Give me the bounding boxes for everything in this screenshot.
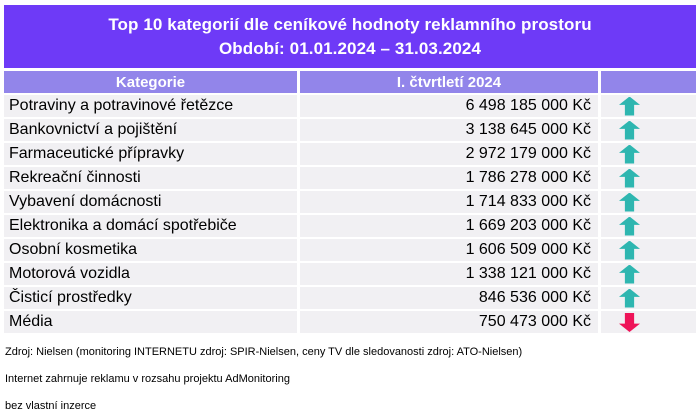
- category-cell: Vybavení domácnosti: [4, 191, 297, 213]
- column-header-trend: [601, 71, 696, 93]
- category-cell: Elektronika a domácí spotřebiče: [4, 215, 297, 237]
- trend-cell: [601, 263, 696, 285]
- trend-up-arrow-icon: [619, 240, 640, 260]
- trend-cell: [601, 143, 696, 165]
- trend-up-arrow-icon: [619, 144, 640, 164]
- trend-up-arrow-icon: [619, 168, 640, 188]
- trend-up-arrow-icon: [619, 216, 640, 236]
- category-cell: Bankovnictví a pojištění: [4, 119, 297, 141]
- own-advertising-note: bez vlastní inzerce: [5, 400, 97, 412]
- trend-up-arrow-icon: [619, 192, 640, 212]
- trend-cell: [601, 167, 696, 189]
- trend-down-arrow-icon: [619, 313, 640, 332]
- trend-cell: [601, 119, 696, 141]
- internet-scope-note: Internet zahrnuje reklamu v rozsahu proj…: [5, 373, 290, 385]
- category-cell: Osobní kosmetika: [4, 239, 297, 261]
- value-cell: 6 498 185 000 Kč: [300, 95, 598, 117]
- value-cell: 1 606 509 000 Kč: [300, 239, 598, 261]
- value-cell: 3 138 645 000 Kč: [300, 119, 598, 141]
- report-title-banner: Top 10 kategorií dle ceníkové hodnoty re…: [4, 5, 696, 68]
- trend-up-arrow-icon: [619, 96, 640, 116]
- value-cell: 1 714 833 000 Kč: [300, 191, 598, 213]
- top10-categories-table: Kategorie I. čtvrtletí 2024 Potraviny a …: [4, 71, 696, 333]
- trend-cell: [601, 287, 696, 309]
- value-cell: 1 786 278 000 Kč: [300, 167, 598, 189]
- trend-cell: [601, 215, 696, 237]
- trend-cell: [601, 191, 696, 213]
- trend-up-arrow-icon: [619, 288, 640, 308]
- trend-cell: [601, 311, 696, 333]
- category-cell: Motorová vozidla: [4, 263, 297, 285]
- value-cell: 750 473 000 Kč: [300, 311, 598, 333]
- category-cell: Čisticí prostředky: [4, 287, 297, 309]
- report-title: Top 10 kategorií dle ceníkové hodnoty re…: [108, 14, 592, 34]
- trend-up-arrow-icon: [619, 120, 640, 140]
- column-header-category: Kategorie: [4, 71, 297, 93]
- trend-cell: [601, 239, 696, 261]
- column-header-period: I. čtvrtletí 2024: [300, 71, 598, 93]
- source-note: Zdroj: Nielsen (monitoring INTERNETU zdr…: [5, 346, 523, 358]
- category-cell: Farmaceutické přípravky: [4, 143, 297, 165]
- category-cell: Rekreační činnosti: [4, 167, 297, 189]
- value-cell: 846 536 000 Kč: [300, 287, 598, 309]
- value-cell: 1 338 121 000 Kč: [300, 263, 598, 285]
- trend-up-arrow-icon: [619, 264, 640, 284]
- footer-notes: Zdroj: Nielsen (monitoring INTERNETU zdr…: [4, 346, 696, 412]
- value-cell: 1 669 203 000 Kč: [300, 215, 598, 237]
- value-cell: 2 972 179 000 Kč: [300, 143, 598, 165]
- trend-cell: [601, 95, 696, 117]
- report-period: Období: 01.01.2024 – 31.03.2024: [218, 38, 482, 58]
- category-cell: Potraviny a potravinové řetězce: [4, 95, 297, 117]
- category-cell: Média: [4, 311, 297, 333]
